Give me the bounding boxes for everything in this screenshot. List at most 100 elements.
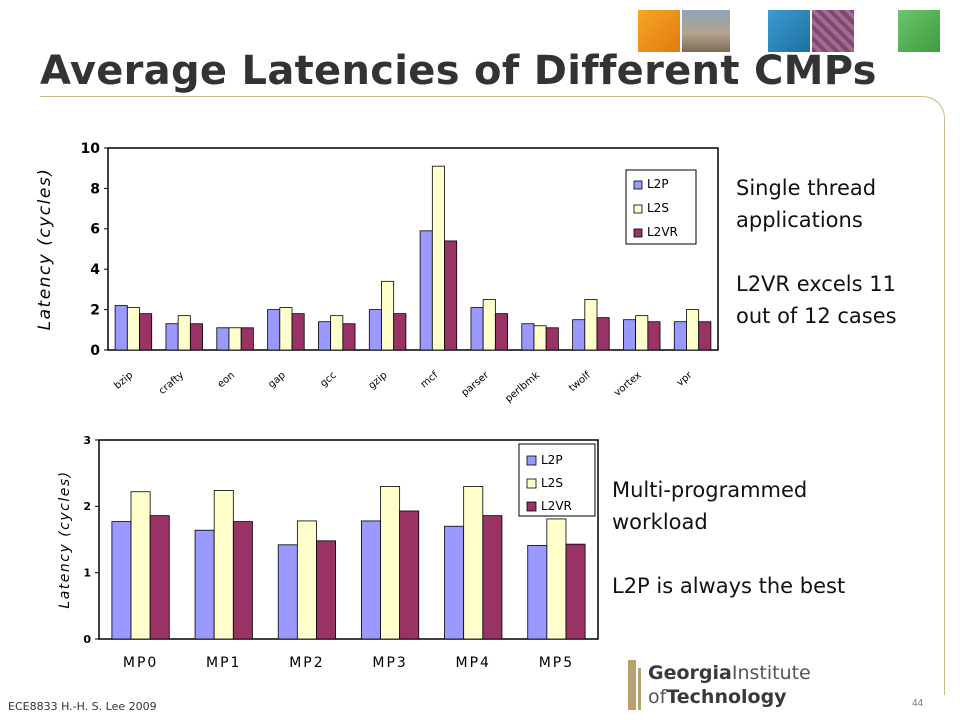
bar-l2s [482,299,496,351]
legend-swatch-l2p [633,180,643,190]
x-tick-label: MP1 [206,655,241,671]
note-single-thread: Single thread applications L2VR excels 1… [736,172,897,332]
x-tick-label: MP0 [123,655,158,671]
x-tick-label: eon [216,370,237,390]
y-axis-label: Latency (cycles) [35,168,55,331]
note-multi-programmed: Multi-programmed workload L2P is always … [612,474,845,602]
logo-text-technology: Technology [666,686,787,708]
bar-l2s [130,491,151,640]
x-tick-label: gap [266,370,287,391]
legend-swatch-l2p [526,455,537,466]
bar-l2p [318,321,332,351]
note-line: Single thread [736,176,877,200]
bar-l2vr [596,317,610,351]
x-tick-label: twolf [567,370,593,394]
bar-l2vr [494,313,508,351]
x-tick-label: parser [460,369,492,399]
decor-chip-tile [812,10,854,52]
y-tick-label: 10 [81,141,101,157]
bar-l2s [228,327,242,351]
bar-l2vr [482,515,503,640]
decor-photo-tile [682,10,730,52]
bar-l2s [213,490,234,640]
bar-l2s [380,486,401,640]
x-tick-label: MP3 [372,655,407,671]
decor-tile-orange [638,10,680,52]
bar-l2p [521,323,535,351]
bar-l2s [533,325,547,351]
bar-l2vr [565,543,586,640]
x-tick-label: mcf [419,370,441,391]
bar-l2p [111,521,132,640]
bar-l2vr [399,510,420,640]
decor-tile-blue [768,10,810,52]
content-frame [40,96,945,695]
bar-l2p [419,230,433,351]
note-line: applications [736,208,863,232]
bar-l2p [368,309,382,351]
bar-l2p [470,307,484,351]
bar-l2vr [149,515,170,640]
georgia-tech-logo: GeorgiaInstitute ofTechnology [628,656,818,714]
y-tick-label: 6 [90,222,100,238]
bar-l2vr [393,313,407,351]
bar-l2p [360,520,381,640]
bar-l2s [584,299,598,351]
legend-swatch-l2s [526,478,537,489]
bar-l2vr [342,323,356,351]
x-tick-label: perlbmk [503,370,542,405]
bar-l2s [381,280,395,351]
bar-l2vr [139,313,153,351]
bar-l2s [279,307,293,351]
logo-text-of: of [648,686,667,708]
legend-label-l2s: L2S [647,201,669,215]
bar-l2vr [444,240,458,351]
bar-l2p [623,319,637,351]
x-tick-label: vpr [675,369,695,389]
legend-swatch-l2vr [526,501,537,512]
y-tick-label: 0 [83,633,91,646]
x-tick-label: MP4 [456,655,491,671]
y-tick-label: 0 [90,343,100,359]
chart-single-thread: 0 2 4 6 8 10 Latency (cycles) bzip crafty eon gap g… [35,141,719,405]
x-tick-label: MP2 [289,655,324,671]
decor-tile-green [898,10,940,52]
bar-l2p [277,544,298,640]
footer-text: ECE8833 H.-H. S. Lee 2009 [8,700,157,713]
legend-swatch-l2vr [633,228,643,238]
note-line: workload [612,510,708,534]
note-line: Multi-programmed [612,478,808,502]
bar-l2vr [647,321,661,351]
bar-l2p [267,309,281,351]
bar-l2vr [545,327,559,351]
bar-l2p [444,525,465,640]
bar-l2p [527,545,548,640]
bar-l2s [431,165,445,351]
bar-l2vr [232,521,253,640]
logo-mark [628,660,636,710]
logo-text-institute: Institute [731,662,811,684]
bar-l2s [126,307,140,351]
plot-area [107,147,719,351]
y-tick-label: 3 [83,434,91,447]
y-tick-label: 2 [90,303,100,319]
bar-l2p [194,529,215,640]
bar-l2s [635,315,649,351]
bar-l2vr [291,313,305,351]
legend-label-l2vr: L2VR [541,499,572,513]
y-tick-label: 4 [90,262,100,278]
x-tick-label: gzip [367,370,390,392]
bar-l2vr [240,327,254,351]
y-axis-label: Latency (cycles) [57,470,73,608]
bar-l2s [296,520,317,640]
logo-mark-thin [638,668,641,710]
legend-label-l2p: L2P [541,453,563,467]
slide-title: Average Latencies of Different CMPs [40,48,877,94]
y-tick-label: 1 [83,567,91,580]
x-tick-label: gcc [318,370,338,390]
bar-l2vr [189,323,203,351]
bar-l2vr [698,321,712,351]
chart-multi-programmed: 0 1 2 3 Latency (cycles) MP0 MP1 MP2 MP3 MP4 MP5 L2… [57,434,599,671]
x-tick-label: vortex [612,370,644,399]
note-line: L2VR excels 11 [736,272,896,296]
